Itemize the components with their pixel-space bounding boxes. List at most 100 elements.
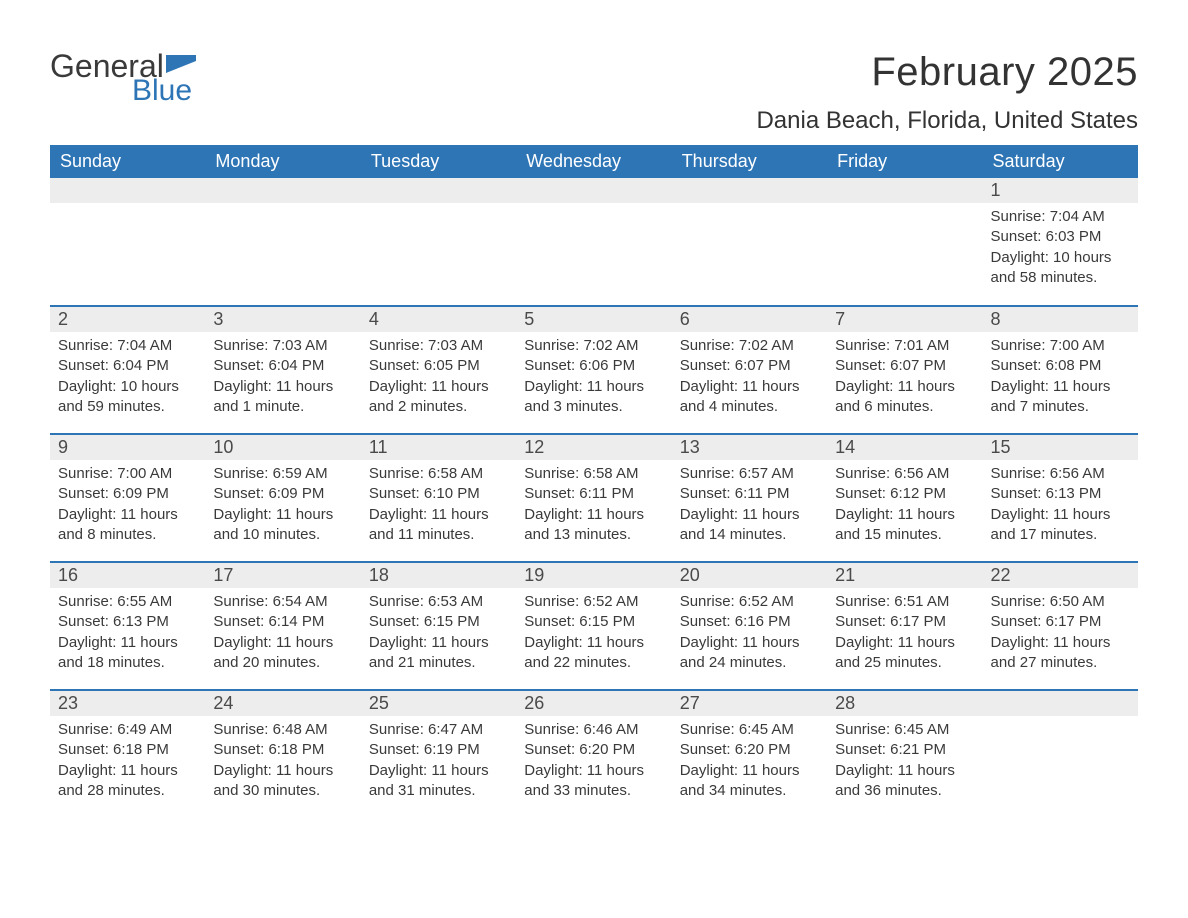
day-number: 23 bbox=[50, 691, 205, 716]
sunset-line: Sunset: 6:11 PM bbox=[680, 484, 819, 504]
sunset-line: Sunset: 6:09 PM bbox=[213, 484, 352, 504]
day-number: 19 bbox=[516, 563, 671, 588]
day-number: 17 bbox=[205, 563, 360, 588]
calendar-week-row: 1Sunrise: 7:04 AMSunset: 6:03 PMDaylight… bbox=[50, 178, 1138, 306]
day-number: 21 bbox=[827, 563, 982, 588]
daylight-line: Daylight: 11 hours and 27 minutes. bbox=[991, 633, 1130, 674]
day-number: 10 bbox=[205, 435, 360, 460]
day-number: 28 bbox=[827, 691, 982, 716]
day-body bbox=[516, 203, 671, 215]
day-body: Sunrise: 6:59 AMSunset: 6:09 PMDaylight:… bbox=[205, 460, 360, 553]
day-body: Sunrise: 6:54 AMSunset: 6:14 PMDaylight:… bbox=[205, 588, 360, 681]
day-body: Sunrise: 7:04 AMSunset: 6:03 PMDaylight:… bbox=[983, 203, 1138, 296]
day-body: Sunrise: 6:58 AMSunset: 6:11 PMDaylight:… bbox=[516, 460, 671, 553]
daylight-line: Daylight: 11 hours and 24 minutes. bbox=[680, 633, 819, 674]
day-body: Sunrise: 6:52 AMSunset: 6:15 PMDaylight:… bbox=[516, 588, 671, 681]
day-number: 5 bbox=[516, 307, 671, 332]
day-number: 22 bbox=[983, 563, 1138, 588]
day-number: 14 bbox=[827, 435, 982, 460]
day-body: Sunrise: 7:02 AMSunset: 6:06 PMDaylight:… bbox=[516, 332, 671, 425]
calendar-cell: 26Sunrise: 6:46 AMSunset: 6:20 PMDayligh… bbox=[516, 690, 671, 818]
sunrise-line: Sunrise: 7:03 AM bbox=[369, 336, 508, 356]
day-number: 12 bbox=[516, 435, 671, 460]
day-body bbox=[361, 203, 516, 215]
daylight-line: Daylight: 11 hours and 7 minutes. bbox=[991, 377, 1130, 418]
page-header: General Blue February 2025 Dania Beach, … bbox=[50, 50, 1138, 135]
sunrise-line: Sunrise: 7:03 AM bbox=[213, 336, 352, 356]
sunrise-line: Sunrise: 7:04 AM bbox=[991, 207, 1130, 227]
sunrise-line: Sunrise: 6:47 AM bbox=[369, 720, 508, 740]
calendar-cell: 15Sunrise: 6:56 AMSunset: 6:13 PMDayligh… bbox=[983, 434, 1138, 562]
day-body: Sunrise: 6:55 AMSunset: 6:13 PMDaylight:… bbox=[50, 588, 205, 681]
calendar-cell bbox=[516, 178, 671, 306]
sunrise-line: Sunrise: 6:55 AM bbox=[58, 592, 197, 612]
daylight-line: Daylight: 11 hours and 18 minutes. bbox=[58, 633, 197, 674]
day-number bbox=[50, 178, 205, 203]
calendar-cell: 20Sunrise: 6:52 AMSunset: 6:16 PMDayligh… bbox=[672, 562, 827, 690]
sunset-line: Sunset: 6:16 PM bbox=[680, 612, 819, 632]
calendar-cell: 22Sunrise: 6:50 AMSunset: 6:17 PMDayligh… bbox=[983, 562, 1138, 690]
day-number: 13 bbox=[672, 435, 827, 460]
calendar-week-row: 2Sunrise: 7:04 AMSunset: 6:04 PMDaylight… bbox=[50, 306, 1138, 434]
sunrise-line: Sunrise: 6:58 AM bbox=[369, 464, 508, 484]
sunset-line: Sunset: 6:15 PM bbox=[369, 612, 508, 632]
day-body: Sunrise: 6:58 AMSunset: 6:10 PMDaylight:… bbox=[361, 460, 516, 553]
calendar-week-row: 23Sunrise: 6:49 AMSunset: 6:18 PMDayligh… bbox=[50, 690, 1138, 818]
daylight-line: Daylight: 11 hours and 31 minutes. bbox=[369, 761, 508, 802]
day-number: 20 bbox=[672, 563, 827, 588]
calendar-cell bbox=[205, 178, 360, 306]
daylight-line: Daylight: 11 hours and 33 minutes. bbox=[524, 761, 663, 802]
day-body: Sunrise: 7:00 AMSunset: 6:08 PMDaylight:… bbox=[983, 332, 1138, 425]
calendar-cell: 13Sunrise: 6:57 AMSunset: 6:11 PMDayligh… bbox=[672, 434, 827, 562]
calendar-cell: 6Sunrise: 7:02 AMSunset: 6:07 PMDaylight… bbox=[672, 306, 827, 434]
sunset-line: Sunset: 6:14 PM bbox=[213, 612, 352, 632]
day-body: Sunrise: 6:50 AMSunset: 6:17 PMDaylight:… bbox=[983, 588, 1138, 681]
day-body: Sunrise: 6:45 AMSunset: 6:20 PMDaylight:… bbox=[672, 716, 827, 809]
calendar-cell bbox=[672, 178, 827, 306]
daylight-line: Daylight: 11 hours and 14 minutes. bbox=[680, 505, 819, 546]
sunset-line: Sunset: 6:08 PM bbox=[991, 356, 1130, 376]
day-body: Sunrise: 6:47 AMSunset: 6:19 PMDaylight:… bbox=[361, 716, 516, 809]
calendar-cell: 24Sunrise: 6:48 AMSunset: 6:18 PMDayligh… bbox=[205, 690, 360, 818]
sunset-line: Sunset: 6:20 PM bbox=[524, 740, 663, 760]
calendar-cell: 18Sunrise: 6:53 AMSunset: 6:15 PMDayligh… bbox=[361, 562, 516, 690]
daylight-line: Daylight: 11 hours and 8 minutes. bbox=[58, 505, 197, 546]
day-number: 1 bbox=[983, 178, 1138, 203]
day-number: 15 bbox=[983, 435, 1138, 460]
sunset-line: Sunset: 6:15 PM bbox=[524, 612, 663, 632]
calendar-cell bbox=[50, 178, 205, 306]
daylight-line: Daylight: 10 hours and 59 minutes. bbox=[58, 377, 197, 418]
sunset-line: Sunset: 6:03 PM bbox=[991, 227, 1130, 247]
calendar-cell: 16Sunrise: 6:55 AMSunset: 6:13 PMDayligh… bbox=[50, 562, 205, 690]
sunset-line: Sunset: 6:13 PM bbox=[58, 612, 197, 632]
weekday-header: Thursday bbox=[672, 145, 827, 178]
day-body: Sunrise: 6:56 AMSunset: 6:13 PMDaylight:… bbox=[983, 460, 1138, 553]
weekday-header: Wednesday bbox=[516, 145, 671, 178]
daylight-line: Daylight: 11 hours and 34 minutes. bbox=[680, 761, 819, 802]
weekday-header: Tuesday bbox=[361, 145, 516, 178]
location-subtitle: Dania Beach, Florida, United States bbox=[756, 107, 1138, 135]
daylight-line: Daylight: 11 hours and 15 minutes. bbox=[835, 505, 974, 546]
calendar-cell: 2Sunrise: 7:04 AMSunset: 6:04 PMDaylight… bbox=[50, 306, 205, 434]
sunrise-line: Sunrise: 7:00 AM bbox=[58, 464, 197, 484]
daylight-line: Daylight: 11 hours and 3 minutes. bbox=[524, 377, 663, 418]
sunrise-line: Sunrise: 6:56 AM bbox=[835, 464, 974, 484]
sunrise-line: Sunrise: 6:51 AM bbox=[835, 592, 974, 612]
day-body bbox=[205, 203, 360, 215]
day-number: 24 bbox=[205, 691, 360, 716]
day-body bbox=[983, 716, 1138, 728]
day-number: 25 bbox=[361, 691, 516, 716]
calendar-cell: 10Sunrise: 6:59 AMSunset: 6:09 PMDayligh… bbox=[205, 434, 360, 562]
day-body: Sunrise: 6:51 AMSunset: 6:17 PMDaylight:… bbox=[827, 588, 982, 681]
day-number: 7 bbox=[827, 307, 982, 332]
sunset-line: Sunset: 6:18 PM bbox=[213, 740, 352, 760]
sunrise-line: Sunrise: 6:48 AM bbox=[213, 720, 352, 740]
day-number bbox=[361, 178, 516, 203]
calendar-cell: 11Sunrise: 6:58 AMSunset: 6:10 PMDayligh… bbox=[361, 434, 516, 562]
sunset-line: Sunset: 6:05 PM bbox=[369, 356, 508, 376]
day-body: Sunrise: 6:46 AMSunset: 6:20 PMDaylight:… bbox=[516, 716, 671, 809]
brand-name-part2: Blue bbox=[132, 76, 196, 106]
daylight-line: Daylight: 11 hours and 2 minutes. bbox=[369, 377, 508, 418]
daylight-line: Daylight: 11 hours and 1 minute. bbox=[213, 377, 352, 418]
day-body: Sunrise: 6:49 AMSunset: 6:18 PMDaylight:… bbox=[50, 716, 205, 809]
